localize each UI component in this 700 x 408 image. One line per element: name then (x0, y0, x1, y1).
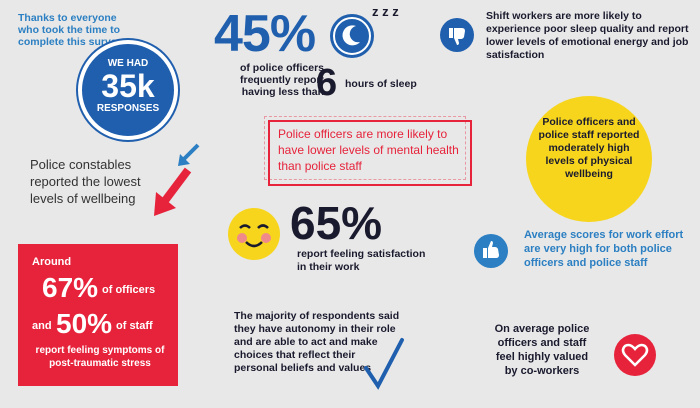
ptsd-report-text: report feeling symptoms of post-traumati… (35, 345, 165, 369)
of-staff-label: of staff (116, 320, 153, 332)
shift-workers-text: Shift workers are more likely to experie… (486, 10, 689, 61)
mental-health-text: Police officers are more likely to have … (278, 127, 459, 173)
we-had-label: WE HAD (107, 58, 149, 69)
of-officers-label: of officers (102, 284, 156, 296)
work-effort-text: Average scores for work effort are very … (524, 229, 684, 269)
smiley-icon (228, 208, 280, 260)
thanks-text: Thanks to everyone who took the time to … (18, 12, 123, 48)
physical-wellbeing-text: Police officers and police staff reporte… (538, 116, 640, 180)
responses-count: 35k (101, 68, 155, 104)
around-label: Around (32, 256, 72, 268)
ptsd-box: Around 67% of officers and 50% of staff … (18, 244, 178, 386)
staff-percent: 50% (56, 308, 113, 339)
checkmark-icon (362, 336, 406, 397)
six-number: 6 (316, 62, 338, 104)
arrow-down-left-icon (176, 142, 202, 173)
hours-text: hours of sleep (345, 78, 417, 90)
constables-text: Police constables reported the lowest le… (30, 157, 141, 206)
mental-health-box-shadow (264, 116, 466, 180)
officers-percent: 67% (42, 272, 99, 303)
and-label: and (32, 320, 52, 332)
zzz-icon: z z z (372, 4, 399, 19)
thumbs-down-icon (440, 18, 474, 52)
valued-text: On average police officers and staff fee… (494, 323, 590, 377)
satisfaction-text: report feeling satisfaction in their wor… (297, 248, 426, 273)
thumbs-up-icon (474, 234, 508, 268)
arrow-down-left-red-icon (152, 166, 192, 223)
autonomy-text: The majority of respondents said they ha… (234, 310, 400, 374)
mental-health-box (268, 120, 472, 186)
satisfaction-percent: 65% (290, 197, 383, 249)
responses-label: RESPONSES (96, 103, 160, 114)
responses-badge: WE HAD 35k RESPONSES (78, 40, 178, 140)
sleep-text: of police officers frequently report hav… (239, 62, 324, 98)
moon-icon (330, 14, 374, 58)
sleep-percent: 45% (214, 5, 316, 63)
heart-icon (614, 334, 656, 376)
physical-wellbeing-circle (526, 96, 652, 222)
